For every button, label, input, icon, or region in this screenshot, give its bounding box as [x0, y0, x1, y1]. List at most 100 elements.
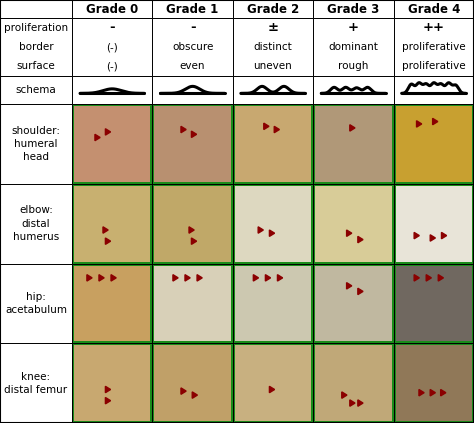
Text: Grade 3: Grade 3: [327, 3, 380, 16]
Bar: [235, 186, 311, 261]
Polygon shape: [105, 398, 110, 404]
Bar: [393, 184, 474, 264]
Text: shoulder:
humeral
head: shoulder: humeral head: [11, 126, 61, 162]
Polygon shape: [414, 232, 419, 239]
Bar: [0, 264, 72, 343]
Text: schema: schema: [16, 85, 56, 95]
Polygon shape: [417, 121, 422, 127]
Text: even: even: [180, 61, 205, 71]
Bar: [0, 0, 72, 18]
Polygon shape: [346, 230, 352, 236]
Bar: [396, 266, 472, 341]
Polygon shape: [358, 288, 363, 294]
Polygon shape: [105, 386, 110, 393]
Polygon shape: [269, 386, 274, 393]
Polygon shape: [87, 275, 92, 281]
Text: (-): (-): [106, 42, 118, 52]
Text: dominant: dominant: [328, 42, 378, 52]
Bar: [233, 104, 313, 184]
Bar: [315, 345, 392, 421]
Text: proliferative: proliferative: [402, 42, 465, 52]
Polygon shape: [358, 236, 363, 243]
Bar: [0, 18, 72, 76]
Bar: [313, 0, 393, 18]
Text: hip:
acetabulum: hip: acetabulum: [5, 292, 67, 315]
Polygon shape: [350, 125, 355, 131]
Polygon shape: [173, 275, 178, 281]
Polygon shape: [358, 400, 363, 406]
Text: -: -: [109, 21, 115, 34]
Bar: [315, 106, 392, 182]
Bar: [313, 104, 393, 184]
Polygon shape: [414, 275, 419, 281]
Text: proliferative: proliferative: [402, 61, 465, 71]
Text: surface: surface: [17, 61, 55, 71]
Polygon shape: [269, 230, 274, 236]
Bar: [235, 106, 311, 182]
Text: Grade 1: Grade 1: [166, 3, 219, 16]
Text: (-): (-): [106, 61, 118, 71]
Text: knee:
distal femur: knee: distal femur: [4, 371, 68, 395]
Bar: [0, 104, 72, 184]
Bar: [393, 18, 474, 76]
Polygon shape: [191, 238, 197, 244]
Bar: [233, 264, 313, 343]
Bar: [72, 343, 153, 423]
Polygon shape: [426, 275, 431, 281]
Bar: [233, 184, 313, 264]
Bar: [74, 106, 150, 182]
Polygon shape: [264, 123, 269, 129]
Polygon shape: [441, 232, 447, 239]
Text: -: -: [190, 21, 195, 34]
Bar: [155, 186, 231, 261]
Bar: [72, 76, 153, 104]
Bar: [233, 18, 313, 76]
Bar: [393, 343, 474, 423]
Bar: [153, 18, 233, 76]
Bar: [155, 345, 231, 421]
Polygon shape: [430, 235, 436, 241]
Bar: [235, 266, 311, 341]
Text: border: border: [18, 42, 53, 52]
Bar: [153, 104, 233, 184]
Bar: [393, 0, 474, 18]
Text: distinct: distinct: [254, 42, 292, 52]
Polygon shape: [265, 275, 271, 281]
Bar: [396, 106, 472, 182]
Text: ±: ±: [267, 21, 279, 34]
Polygon shape: [430, 390, 436, 396]
Text: +: +: [348, 21, 359, 34]
Bar: [233, 0, 313, 18]
Bar: [313, 184, 393, 264]
Polygon shape: [253, 275, 258, 281]
Polygon shape: [105, 238, 110, 244]
Bar: [72, 18, 153, 76]
Polygon shape: [111, 275, 116, 281]
Text: elbow:
distal
humerus: elbow: distal humerus: [13, 206, 59, 242]
Text: ++: ++: [423, 21, 445, 34]
Polygon shape: [192, 392, 198, 398]
Bar: [396, 345, 472, 421]
Polygon shape: [258, 227, 264, 233]
Polygon shape: [99, 275, 104, 281]
Polygon shape: [103, 227, 108, 233]
Bar: [153, 0, 233, 18]
Text: Grade 4: Grade 4: [408, 3, 460, 16]
Text: Grade 0: Grade 0: [86, 3, 138, 16]
Text: Grade 2: Grade 2: [247, 3, 299, 16]
Text: proliferation: proliferation: [4, 23, 68, 33]
Bar: [235, 345, 311, 421]
Bar: [72, 104, 153, 184]
Bar: [72, 184, 153, 264]
Bar: [233, 343, 313, 423]
Bar: [155, 266, 231, 341]
Bar: [153, 264, 233, 343]
Bar: [233, 76, 313, 104]
Polygon shape: [346, 283, 352, 289]
Polygon shape: [95, 134, 100, 141]
Polygon shape: [181, 126, 186, 133]
Bar: [153, 76, 233, 104]
Bar: [0, 76, 72, 104]
Polygon shape: [277, 275, 283, 281]
Bar: [315, 266, 392, 341]
